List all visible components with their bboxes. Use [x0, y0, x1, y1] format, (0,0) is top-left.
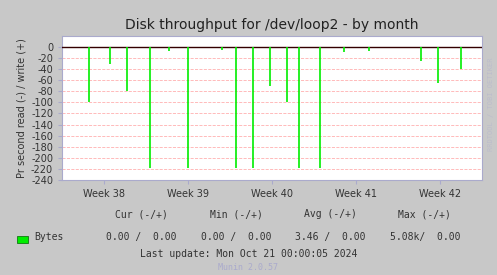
Text: 0.00 /  0.00: 0.00 / 0.00: [201, 232, 271, 242]
Text: 5.08k/  0.00: 5.08k/ 0.00: [390, 232, 460, 242]
Title: Disk throughput for /dev/loop2 - by month: Disk throughput for /dev/loop2 - by mont…: [125, 18, 419, 32]
Text: Last update: Mon Oct 21 00:00:05 2024: Last update: Mon Oct 21 00:00:05 2024: [140, 249, 357, 259]
Text: Min (-/+): Min (-/+): [210, 209, 262, 219]
Text: Munin 2.0.57: Munin 2.0.57: [219, 263, 278, 272]
Y-axis label: Pr second read (-) / write (+): Pr second read (-) / write (+): [17, 38, 27, 178]
Text: Cur (-/+): Cur (-/+): [115, 209, 168, 219]
Text: Avg (-/+): Avg (-/+): [304, 209, 357, 219]
Text: RRDTOOL / TOBI OETIKER: RRDTOOL / TOBI OETIKER: [488, 58, 494, 151]
Text: Bytes: Bytes: [34, 232, 63, 242]
Text: Max (-/+): Max (-/+): [399, 209, 451, 219]
Text: 0.00 /  0.00: 0.00 / 0.00: [106, 232, 177, 242]
Text: 3.46 /  0.00: 3.46 / 0.00: [295, 232, 366, 242]
